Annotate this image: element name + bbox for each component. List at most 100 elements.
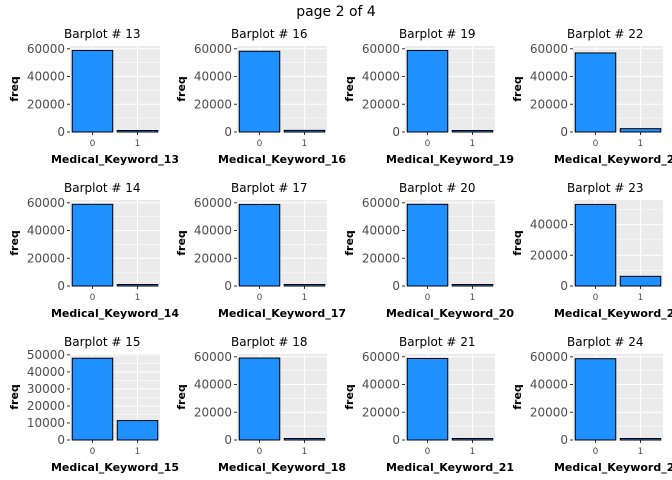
chart-10-ytick-label: 40000 <box>194 378 232 392</box>
chart-11-ytick-label: 60000 <box>362 350 400 364</box>
chart-7-x-axis-label: Medical_Keyword_20 <box>386 307 514 320</box>
chart-3-ytick-label: 20000 <box>362 97 400 111</box>
chart-11-title: Barplot # 21 <box>399 335 475 349</box>
chart-7-xtick-label: 0 <box>425 293 431 303</box>
chart-2-ytick-label: 0 <box>224 125 232 139</box>
chart-9-ytick-label: 20000 <box>27 399 65 413</box>
chart-6-xtick-label: 0 <box>257 293 263 303</box>
chart-10-bar-0 <box>238 357 281 441</box>
page-title: page 2 of 4 <box>296 4 376 20</box>
chart-1-ytick-label: 60000 <box>27 42 65 56</box>
chart-2-ytick-label: 60000 <box>194 42 232 56</box>
chart-4-title: Barplot # 22 <box>567 27 643 41</box>
chart-9-ytick-label: 30000 <box>27 382 65 396</box>
chart-9-y-axis-label: freq <box>8 384 21 410</box>
chart-9-ytick-label: 0 <box>57 433 65 447</box>
chart-7-xtick-label: 1 <box>470 293 476 303</box>
chart-7-y-axis-label: freq <box>343 230 356 256</box>
chart-11-bar-1 <box>451 438 494 441</box>
chart-6-ytick-label: 40000 <box>194 224 232 238</box>
chart-11-ytick-label: 40000 <box>362 378 400 392</box>
chart-3-ytick-label: 40000 <box>362 70 400 84</box>
chart-1-x-axis-label: Medical_Keyword_13 <box>51 153 179 166</box>
chart-6-title: Barplot # 17 <box>231 181 307 195</box>
chart-6-ytick-label: 20000 <box>194 251 232 265</box>
chart-9-bar-0 <box>71 357 114 441</box>
chart-5-bar-0 <box>71 203 114 287</box>
chart-2-xtick-label: 1 <box>302 139 308 149</box>
chart-1-bar-0 <box>71 49 114 133</box>
chart-9-ytick-label: 50000 <box>27 348 65 362</box>
chart-12-ytick-label: 20000 <box>530 405 568 419</box>
chart-10-ytick-label: 20000 <box>194 405 232 419</box>
chart-8-xtick-label: 0 <box>593 293 599 303</box>
chart-7-ytick-label: 40000 <box>362 224 400 238</box>
chart-1-xtick-label: 0 <box>90 139 96 149</box>
chart-4-xtick-label: 0 <box>593 139 599 149</box>
chart-11-x-axis-label: Medical_Keyword_21 <box>386 461 514 474</box>
chart-1-ytick-label: 0 <box>57 125 65 139</box>
chart-1-title: Barplot # 13 <box>64 27 140 41</box>
chart-3-title: Barplot # 19 <box>399 27 475 41</box>
chart-12-xtick-label: 0 <box>593 447 599 457</box>
chart-10-xtick-label: 1 <box>302 447 308 457</box>
chart-3-y-axis-label: freq <box>343 76 356 102</box>
chart-5-ytick-label: 0 <box>57 279 65 293</box>
chart-2-xtick-label: 0 <box>257 139 263 149</box>
chart-5-y-axis-label: freq <box>8 230 21 256</box>
chart-6-ytick-label: 60000 <box>194 196 232 210</box>
chart-10-y-axis-label: freq <box>175 384 188 410</box>
chart-6-y-axis-label: freq <box>175 230 188 256</box>
chart-8-x-axis-label: Medical_Keyword_23 <box>554 307 672 320</box>
chart-12-title: Barplot # 24 <box>567 335 643 349</box>
chart-5-bar-1 <box>116 284 159 287</box>
chart-9-ytick-label: 40000 <box>27 365 65 379</box>
chart-10-ytick-label: 60000 <box>194 350 232 364</box>
chart-12-xtick-label: 1 <box>638 447 644 457</box>
chart-1-ytick-label: 40000 <box>27 70 65 84</box>
chart-5-ytick-label: 20000 <box>27 251 65 265</box>
chart-12-ytick-label: 0 <box>560 433 568 447</box>
chart-2-bar-0 <box>238 50 281 133</box>
chart-11-bar-0 <box>406 357 449 441</box>
chart-5-ytick-label: 40000 <box>27 224 65 238</box>
chart-11-xtick-label: 1 <box>470 447 476 457</box>
chart-9-title: Barplot # 15 <box>64 335 140 349</box>
chart-1-y-axis-label: freq <box>8 76 21 102</box>
chart-8-bar-0 <box>574 203 617 287</box>
chart-1-bar-1 <box>116 130 159 133</box>
chart-4-y-axis-label: freq <box>511 76 524 102</box>
chart-12-ytick-label: 40000 <box>530 378 568 392</box>
chart-8-bar-1 <box>619 275 662 287</box>
chart-8-y-axis-label: freq <box>511 230 524 256</box>
chart-9-bar-1 <box>116 420 159 441</box>
chart-12-bar-0 <box>574 358 617 441</box>
chart-7-bar-1 <box>451 284 494 287</box>
chart-8-ytick-label: 40000 <box>530 218 568 232</box>
chart-5-xtick-label: 1 <box>135 293 141 303</box>
chart-12-x-axis-label: Medical_Keyword_24 <box>554 461 672 474</box>
chart-2-title: Barplot # 16 <box>231 27 307 41</box>
chart-12-y-axis-label: freq <box>511 384 524 410</box>
chart-6-xtick-label: 1 <box>302 293 308 303</box>
chart-12-ytick-label: 60000 <box>530 350 568 364</box>
chart-5-title: Barplot # 14 <box>64 181 140 195</box>
chart-4-bar-0 <box>574 52 617 133</box>
chart-6-x-axis-label: Medical_Keyword_17 <box>218 307 346 320</box>
chart-3-ytick-label: 0 <box>392 125 400 139</box>
chart-11-ytick-label: 0 <box>392 433 400 447</box>
chart-8-ytick-label: 0 <box>560 279 568 293</box>
chart-3-xtick-label: 1 <box>470 139 476 149</box>
chart-11-y-axis-label: freq <box>343 384 356 410</box>
chart-4-ytick-label: 20000 <box>530 97 568 111</box>
chart-1-ytick-label: 20000 <box>27 97 65 111</box>
chart-9-ytick-label: 10000 <box>27 416 65 430</box>
chart-11-ytick-label: 20000 <box>362 405 400 419</box>
chart-3-x-axis-label: Medical_Keyword_19 <box>386 153 514 166</box>
chart-10-title: Barplot # 18 <box>231 335 307 349</box>
chart-10-bar-1 <box>283 438 326 441</box>
chart-11-xtick-label: 0 <box>425 447 431 457</box>
chart-4-x-axis-label: Medical_Keyword_22 <box>554 153 672 166</box>
chart-10-ytick-label: 0 <box>224 433 232 447</box>
chart-3-xtick-label: 0 <box>425 139 431 149</box>
